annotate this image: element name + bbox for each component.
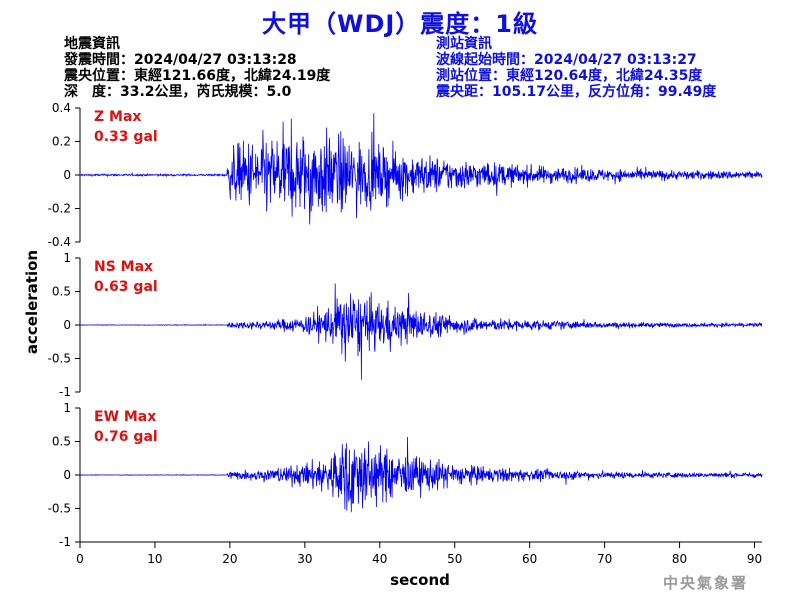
z-max-value: 0.33 gal: [94, 129, 158, 145]
z-y-tick-label: -0.2: [48, 202, 71, 216]
station-distance: 震央距：105.17公里，反方位角：99.49度: [436, 84, 717, 100]
z-y-tick-label: -0.4: [48, 235, 71, 249]
x-tick-label: 30: [297, 552, 312, 566]
x-tick-label: 70: [597, 552, 612, 566]
ns-max-value: 0.63 gal: [94, 279, 158, 295]
credit-text: 中央氣象署: [662, 574, 748, 592]
quake-epicenter: 震央位置：東經121.66度，北緯24.19度: [64, 68, 331, 84]
x-tick-label: 80: [672, 552, 687, 566]
x-tick-label: 20: [222, 552, 237, 566]
x-tick-label: 60: [522, 552, 537, 566]
quake-info: 地震資訊 發震時間：2024/04/27 03:13:28 震央位置：東經121…: [64, 36, 330, 100]
quake-time: 發震時間：2024/04/27 03:13:28: [64, 52, 297, 68]
ns-y-tick-label: -0.5: [48, 352, 71, 366]
ns-y-tick-label: 0.5: [52, 285, 71, 299]
station-info: 測站資訊 波線起始時間：2024/04/27 03:13:27 測站位置：東經1…: [436, 36, 716, 100]
x-axis-label: second: [390, 571, 450, 589]
ew-waveform: [79, 436, 763, 513]
ns-y-tick-label: -1: [59, 385, 71, 399]
x-tick-label: 10: [147, 552, 162, 566]
x-tick-label: 50: [447, 552, 462, 566]
ew-y-tick-label: -0.5: [48, 502, 71, 516]
station-info-heading: 測站資訊: [436, 36, 492, 52]
y-axis-label: acceleration: [23, 249, 41, 355]
ns-y-tick-label: 1: [63, 251, 71, 265]
ew-max-value: 0.76 gal: [94, 429, 158, 445]
ew-y-tick-label: 0: [63, 468, 71, 482]
z-y-tick-label: 0: [63, 168, 71, 182]
quake-info-heading: 地震資訊: [64, 36, 120, 52]
ew-max-label: EW Max 0.76 gal: [94, 407, 158, 447]
z-max-title: Z Max: [94, 109, 142, 125]
station-wave-start: 波線起始時間：2024/04/27 03:13:27: [436, 52, 697, 68]
ew-y-tick-label: 1: [63, 401, 71, 415]
z-max-label: Z Max 0.33 gal: [94, 107, 158, 147]
ew-max-title: EW Max: [94, 409, 157, 425]
ns-max-title: NS Max: [94, 259, 154, 275]
quake-depth-magnitude: 深 度：33.2公里，芮氏規模：5.0: [64, 84, 292, 100]
z-y-tick-label: 0.2: [52, 135, 71, 149]
station-location: 測站位置：東經120.64度，北緯24.35度: [436, 68, 703, 84]
ns-waveform: [79, 283, 763, 380]
z-y-tick-label: 0.4: [52, 101, 71, 115]
x-tick-label: 0: [76, 552, 84, 566]
x-tick-label: 90: [747, 552, 762, 566]
chart-title: 大甲（WDJ）震度：1級: [261, 10, 539, 38]
x-tick-label: 40: [372, 552, 387, 566]
z-waveform: [79, 113, 763, 225]
ns-max-label: NS Max 0.63 gal: [94, 257, 158, 297]
ns-y-tick-label: 0: [63, 318, 71, 332]
ew-y-tick-label: -1: [59, 535, 71, 549]
ew-y-tick-label: 0.5: [52, 435, 71, 449]
